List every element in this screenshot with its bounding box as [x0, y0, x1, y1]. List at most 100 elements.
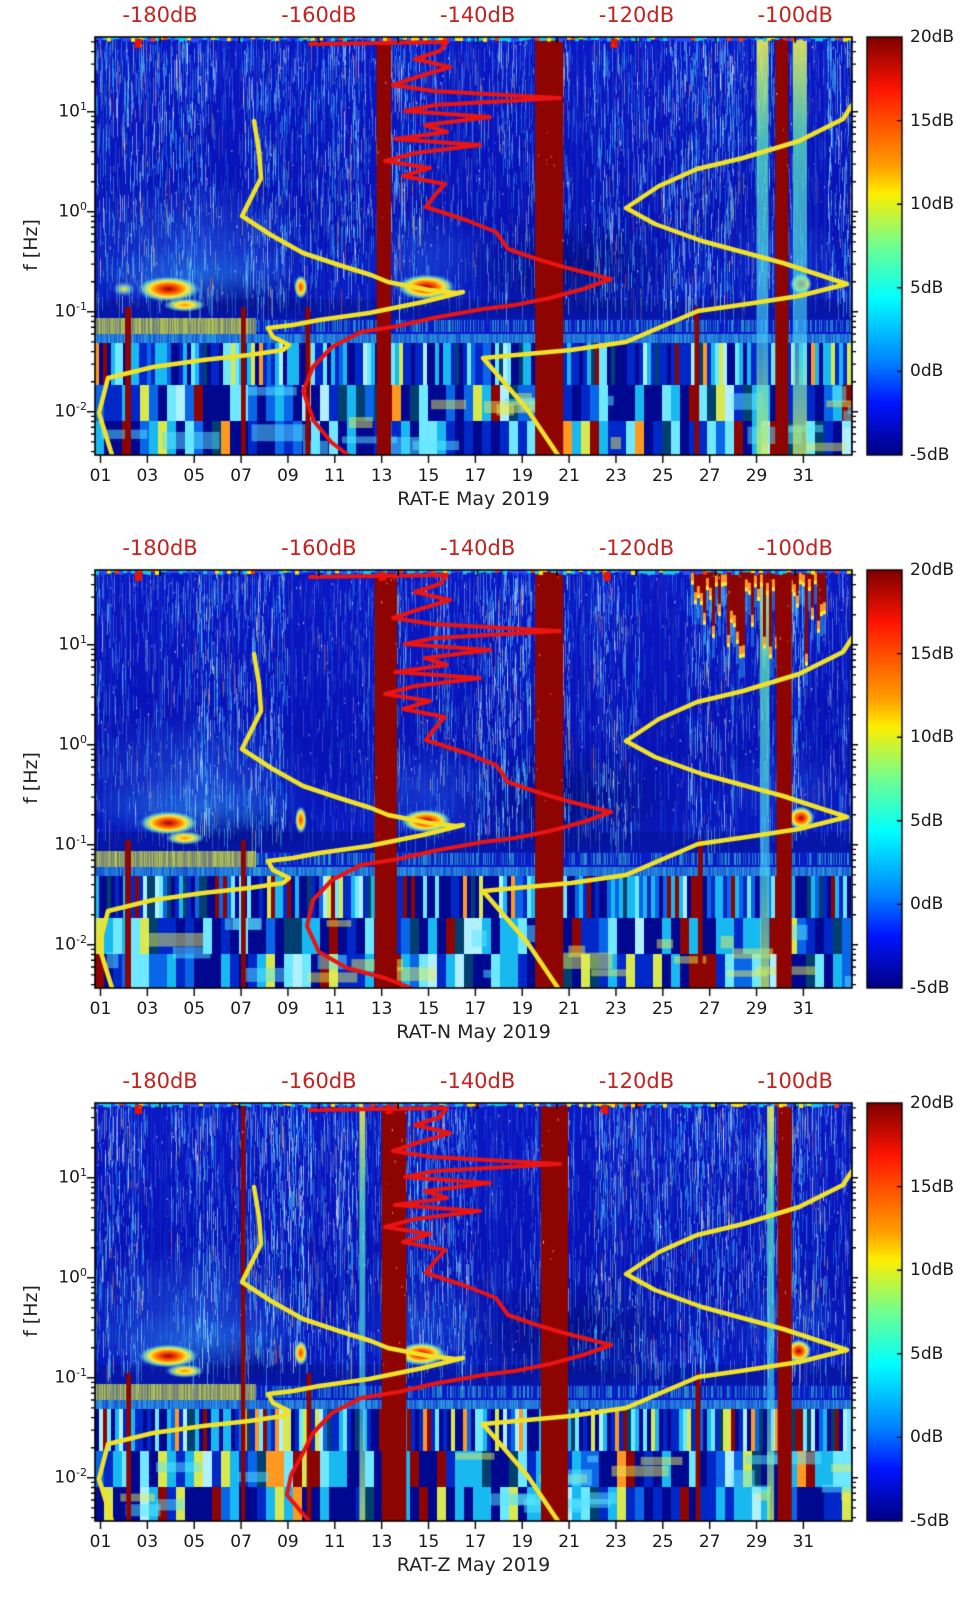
y-axis-title: f [Hz] [20, 752, 42, 804]
top-axis-tick-label: -120dB [598, 536, 675, 560]
colorbar-tick-label: 15dB [910, 643, 955, 664]
y-axis-title: f [Hz] [20, 1285, 42, 1337]
top-axis-tick-label: -120dB [598, 3, 675, 27]
y-axis-tick-label: 10-2 [54, 399, 87, 422]
x-axis-tick-label: 23 [605, 1532, 627, 1552]
colorbar-tick-label: 0dB [910, 894, 944, 915]
panel-rat-z: -180dB -160dB -140dB -120dB -100dB 01 03 05 07 09… [0, 1066, 962, 1599]
y-axis-tick-label: 10-2 [54, 932, 87, 955]
x-axis-tick-label: 09 [277, 1532, 299, 1552]
spectrogram-canvas-rat-n [0, 533, 962, 1066]
x-axis-tick-label: 23 [605, 466, 627, 486]
x-axis-tick-label: 05 [183, 999, 206, 1019]
x-axis-tick-label: 27 [698, 999, 721, 1019]
top-axis-tick-label: -160dB [281, 3, 357, 27]
x-axis-tick-label: 29 [745, 1532, 768, 1552]
x-axis-title: RAT-E May 2019 [397, 488, 550, 510]
colorbar-tick-label: 10dB [910, 727, 955, 748]
x-axis-tick-label: 27 [698, 1532, 721, 1552]
x-axis-tick-label: 21 [558, 1532, 580, 1552]
x-axis-tick-label: 07 [230, 999, 252, 1019]
colorbar-tick-label: 5dB [910, 1343, 944, 1364]
x-axis-tick-label: 05 [183, 1532, 206, 1552]
colorbar-tick-label: 15dB [910, 1176, 955, 1197]
y-axis-tick-label: 10-1 [54, 832, 87, 855]
colorbar-tick-label: 0dB [910, 1427, 944, 1448]
y-axis-title: f [Hz] [20, 219, 42, 271]
y-axis-tick-label: 101 [58, 99, 87, 122]
x-axis-tick-label: 15 [417, 1532, 440, 1552]
colorbar-tick-label: -5dB [910, 445, 950, 465]
y-axis-tick-label: 101 [58, 632, 87, 655]
y-axis-tick-label: 10-1 [54, 1365, 87, 1388]
x-axis-tick-label: 01 [89, 1532, 112, 1552]
x-axis-tick-label: 01 [89, 466, 112, 486]
x-axis-tick-label: 29 [745, 999, 768, 1019]
x-axis-tick-label: 17 [464, 999, 487, 1019]
x-axis-title: RAT-N May 2019 [396, 1021, 551, 1043]
x-axis-tick-label: 19 [511, 1532, 534, 1552]
x-axis-tick-label: 01 [89, 999, 112, 1019]
top-axis-tick-label: -160dB [281, 1069, 357, 1093]
x-axis-tick-label: 25 [651, 466, 674, 486]
colorbar-tick-label: -5dB [910, 978, 950, 998]
y-axis-tick-label: 100 [58, 199, 87, 222]
y-axis-tick-label: 101 [58, 1165, 87, 1188]
colorbar-tick-label: 10dB [910, 1260, 955, 1281]
x-axis-tick-label: 31 [792, 999, 815, 1019]
x-axis-tick-label: 31 [792, 1532, 815, 1552]
x-axis-tick-label: 13 [370, 1532, 393, 1552]
colorbar-tick-label: 20dB [910, 560, 955, 580]
top-axis-tick-label: -180dB [122, 536, 198, 560]
x-axis-tick-label: 31 [792, 466, 815, 486]
x-axis-tick-label: 23 [605, 999, 627, 1019]
colorbar-tick-label: -5dB [910, 1511, 950, 1531]
top-axis-tick-label: -140dB [439, 3, 516, 27]
x-axis-tick-label: 15 [417, 999, 440, 1019]
top-axis-tick-label: -100dB [757, 3, 833, 27]
x-axis-tick-label: 21 [558, 999, 580, 1019]
top-axis-tick-label: -100dB [757, 1069, 833, 1093]
x-axis-tick-label: 13 [370, 466, 393, 486]
colorbar-tick-label: 5dB [910, 277, 944, 298]
x-axis-tick-label: 09 [277, 466, 299, 486]
x-axis-title: RAT-Z May 2019 [396, 1554, 551, 1576]
colorbar-tick-label: 5dB [910, 810, 944, 831]
x-axis-tick-label: 29 [745, 466, 768, 486]
x-axis-tick-label: 27 [698, 466, 721, 486]
y-axis-tick-label: 10-2 [54, 1465, 87, 1488]
top-axis-tick-label: -120dB [598, 1069, 675, 1093]
x-axis-tick-label: 17 [464, 1532, 487, 1552]
x-axis-tick-label: 03 [136, 1532, 159, 1552]
x-axis-tick-label: 11 [323, 466, 346, 486]
top-axis-tick-label: -180dB [122, 1069, 198, 1093]
x-axis-tick-label: 25 [651, 999, 674, 1019]
x-axis-tick-label: 19 [511, 466, 534, 486]
spectrogram-canvas-rat-e [0, 0, 962, 533]
x-axis-tick-label: 07 [230, 1532, 252, 1552]
x-axis-tick-label: 03 [136, 999, 159, 1019]
y-axis-tick-label: 100 [58, 732, 87, 755]
colorbar-tick-label: 10dB [910, 194, 955, 215]
x-axis-tick-label: 07 [230, 466, 252, 486]
panel-rat-e: -180dB -160dB -140dB -120dB -100dB 01 03 05 07 09… [0, 0, 962, 533]
top-axis-tick-label: -140dB [439, 1069, 516, 1093]
x-axis-tick-label: 21 [558, 466, 580, 486]
x-axis-tick-label: 25 [651, 1532, 674, 1552]
x-axis-tick-label: 15 [417, 466, 440, 486]
x-axis-tick-label: 13 [370, 999, 393, 1019]
y-axis-tick-label: 10-1 [54, 299, 87, 322]
spectrogram-canvas-rat-z [0, 1066, 962, 1599]
x-axis-tick-label: 09 [277, 999, 299, 1019]
top-axis-tick-label: -160dB [281, 536, 357, 560]
panel-rat-n: -180dB -160dB -140dB -120dB -100dB 01 03 05 07 09… [0, 533, 962, 1066]
top-axis-tick-label: -100dB [757, 536, 833, 560]
x-axis-tick-label: 03 [136, 466, 159, 486]
top-axis-tick-label: -180dB [122, 3, 198, 27]
x-axis-tick-label: 19 [511, 999, 534, 1019]
colorbar-tick-label: 20dB [910, 1093, 955, 1113]
colorbar-tick-label: 20dB [910, 27, 955, 47]
x-axis-tick-label: 17 [464, 466, 487, 486]
colorbar-tick-label: 0dB [910, 361, 944, 382]
